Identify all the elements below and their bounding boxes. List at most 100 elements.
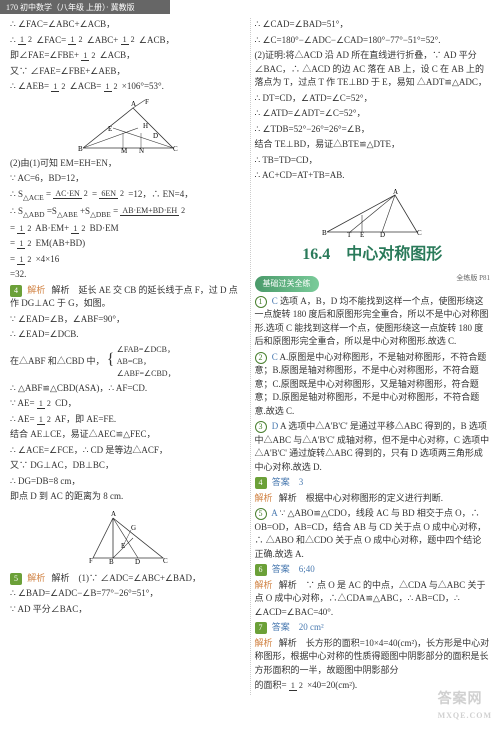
math-line: ∴ TB=TD=CD，: [255, 154, 491, 168]
math-line: ∴ ∠AEB= 12 ∠ACB= 12 ×106°=53°.: [10, 80, 246, 94]
answer-letter: A: [271, 508, 277, 518]
question-block: 7 答案 20 cm²: [255, 621, 491, 635]
label-analysis: 解析: [27, 285, 45, 295]
analysis-text: 解析 解析 ∵ 点 O 是 AC 的中点，△CDA 与△ABC 关于点 O 成中…: [255, 579, 491, 620]
question-number: 6: [255, 564, 267, 576]
math-line: ∴ ∠C=180°−∠ADC−∠CAD=180°−77°−51°=52°.: [255, 34, 491, 48]
analysis-text: 解析 解析 长方形的面积=10×4=40(cm²)，长方形是中心对称图形，根据中…: [255, 637, 491, 678]
fraction: 12: [51, 83, 67, 91]
svg-text:M: M: [121, 147, 128, 153]
math-line: = 12 AB·EM+ 12 BD·EM: [10, 222, 246, 236]
svg-text:A: A: [131, 100, 136, 108]
math-line: (2)证明:将△ACD 沿 AD 所在直线进行折叠，∵ AD 平分∠BAC，∴ …: [255, 49, 491, 90]
svg-text:D: D: [153, 132, 158, 140]
fraction: 12: [18, 36, 34, 44]
svg-text:E: E: [121, 542, 125, 550]
fraction: 12: [17, 256, 33, 264]
svg-text:B: B: [109, 558, 114, 566]
svg-text:N: N: [139, 147, 144, 153]
svg-text:B: B: [322, 229, 327, 237]
question-block: 1 C 选项 A，B，D 均不能找到这样一个点，使图形绕这一点旋转 180 度后…: [255, 295, 491, 349]
svg-text:T: T: [347, 231, 352, 237]
question-number: 2: [255, 352, 267, 364]
svg-text:D: D: [380, 231, 385, 237]
fraction: 12: [81, 52, 97, 60]
fraction: 12: [104, 83, 120, 91]
question-block: 6 答案 6;40: [255, 563, 491, 577]
main-content: ∴ ∠FAC=∠ABC+∠ACB， ∴ 12 ∠FAC= 12 ∠ABC+ 12…: [0, 14, 500, 699]
question-block: 5 A ∵ △ABO≌△CDO，线段 AC 与 BD 相交于点 O，∴ OB=O…: [255, 507, 491, 561]
question-block: 4 答案 3: [255, 476, 491, 490]
fraction: 12: [37, 416, 53, 424]
question-block: 3 D A 选项中△A'B'C' 是通过平移△ABC 得到的，B 选项中△ABC…: [255, 420, 491, 474]
watermark-sub: MXQE.COM: [438, 710, 492, 722]
math-line: 即点 D 到 AC 的距离为 8 cm.: [10, 490, 246, 504]
analysis-text: 解析 解析 根据中心对称图形的定义进行判断.: [255, 492, 491, 506]
svg-text:F: F: [89, 557, 93, 565]
svg-text:E: E: [108, 125, 112, 133]
fraction: 12: [121, 36, 137, 44]
left-column: ∴ ∠FAC=∠ABC+∠ACB， ∴ 12 ∠FAC= 12 ∠ABC+ 12…: [6, 18, 251, 695]
svg-text:A: A: [393, 188, 398, 196]
answer-letter: C: [272, 352, 278, 362]
label-analysis: 解析: [255, 493, 273, 503]
question-block: 5 解析 解析 (1)∵ ∠ADC=∠ABC+∠BAD，: [10, 572, 246, 586]
right-column: ∴ ∠CAD=∠BAD=51°， ∴ ∠C=180°−∠ADC−∠CAD=180…: [251, 18, 495, 695]
math-line: 结合 AE⊥CE，易证△AEC≌△FEC，: [10, 428, 246, 442]
watermark: 答案网 MXQE.COM: [438, 689, 492, 722]
practice-banner: 基础过关全练: [255, 276, 319, 292]
math-line: ∴ ∠ATD=∠ADT=∠C=52°，: [255, 107, 491, 121]
question-number: 4: [10, 285, 22, 297]
math-line: ∵ AE= 12 CD，: [10, 397, 246, 411]
answer-letter: C: [272, 296, 278, 306]
math-line: ∵ ∠EAD=∠B，∠ABF=90°，: [10, 313, 246, 327]
question-number: 4: [255, 477, 267, 489]
practice-banner-row: 基础过关全练 全练版 P81: [255, 273, 491, 295]
question-block: 4 解析 解析 延长 AE 交 CB 的延长线于点 F，过 D 点作 DG⊥AC…: [10, 284, 246, 311]
svg-text:D: D: [135, 558, 140, 566]
svg-text:E: E: [360, 231, 364, 237]
question-number: 1: [255, 296, 267, 308]
math-line: = 12 ×4×16: [10, 253, 246, 267]
svg-text:C: C: [173, 145, 178, 153]
fraction: 12: [17, 240, 33, 248]
label-analysis: 解析: [27, 573, 45, 583]
answer-letter: D: [272, 421, 279, 431]
math-line: 又∵ DG⊥AC，DB⊥BC，: [10, 459, 246, 473]
fraction: 12: [68, 36, 84, 44]
label-analysis: 解析: [255, 580, 273, 590]
question-number: 3: [255, 421, 267, 433]
fraction: 12: [71, 225, 87, 233]
question-number: 5: [255, 508, 267, 520]
fraction: 12: [17, 225, 33, 233]
math-line: 结合 TE⊥BD，易证△BTE≌△DTE，: [255, 138, 491, 152]
section-title: 16.4 中心对称图形: [255, 243, 491, 267]
svg-text:G: G: [131, 524, 136, 532]
question-number: 7: [255, 622, 267, 634]
question-block: 2 C A.原图是中心对称图形，不是轴对称图形，不符合题意；B.原图是轴对称图形…: [255, 351, 491, 419]
math-line: ∵ AC=6，BD=12，: [10, 172, 246, 186]
fraction: 12: [37, 400, 53, 408]
label-analysis: 解析: [255, 638, 273, 648]
math-line: = 12 EM(AB+BD): [10, 237, 246, 251]
math-line: ∴ ∠ACE=∠FCE，∴ CD 是等边△ACF，: [10, 444, 246, 458]
svg-text:C: C: [163, 557, 168, 565]
geometry-diagram-4: A B C D E T: [317, 187, 427, 237]
math-line: ∴ AE= 12 AF，即 AE=FE.: [10, 413, 246, 427]
math-line: 即∠FAE=∠FBE+ 12 ∠ACB，: [10, 49, 246, 63]
svg-text:C: C: [417, 229, 422, 237]
svg-text:B: B: [78, 145, 83, 153]
math-line: ∴ DT=CD，∠ATD=∠C=52°，: [255, 92, 491, 106]
fraction: 12: [289, 682, 305, 690]
math-line: ∴ DG=DB=8 cm，: [10, 475, 246, 489]
svg-text:A: A: [111, 510, 116, 518]
math-line: 在△ABF 和△CBD 中， { ∠FAB=∠DCB， AB=CB， ∠ABF=…: [10, 344, 246, 380]
page-reference: 全练版 P81: [456, 273, 490, 284]
fraction: AB·EM+BD·EH2: [120, 207, 187, 215]
math-line: 又∵ ∠FAE=∠FBE+∠AEB，: [10, 65, 246, 79]
header-text: 170 初中数学（八年级 上册）· 冀教版: [6, 3, 135, 12]
math-line: ∴ ∠BAD=∠ADC−∠B=77°−26°=51°，: [10, 587, 246, 601]
geometry-diagram-3: A F B C D E G: [83, 508, 173, 568]
math-line: ∴ ∠TDB=52°−26°=26°=∠B，: [255, 123, 491, 137]
answer-text: 答案 20 cm²: [272, 622, 324, 632]
